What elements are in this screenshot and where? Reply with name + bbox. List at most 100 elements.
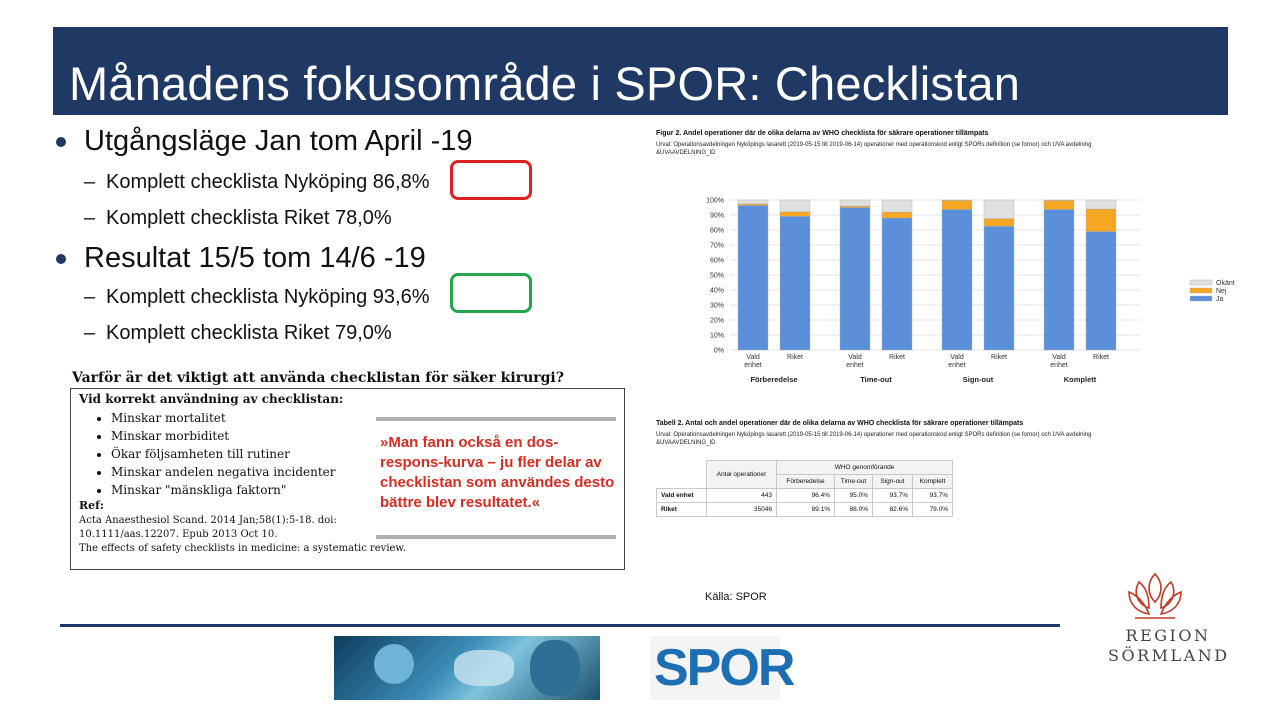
legend-label: Nej bbox=[1216, 288, 1227, 295]
spor-logo: SPOR bbox=[650, 636, 795, 700]
sub-bullet-text: Komplett checklista Riket 78,0% bbox=[106, 207, 392, 229]
column-header: Sign-out bbox=[872, 474, 913, 489]
table-header-row: Förberedelse Time-out Sign-out Komplett bbox=[657, 474, 953, 489]
source-label: Källa: SPOR bbox=[705, 591, 767, 603]
bar-ja bbox=[983, 225, 1015, 351]
y-tick-label: 10% bbox=[710, 333, 724, 340]
y-tick-label: 80% bbox=[710, 228, 724, 235]
y-tick-label: 100% bbox=[706, 198, 724, 205]
x-tick-label: Vald enhet bbox=[948, 354, 966, 369]
table-row: Riket 35046 89.1% 88.0% 82.6% 79.0% bbox=[656, 502, 953, 517]
figure-title: Figur 2. Andel operationer där de olika … bbox=[656, 130, 989, 137]
y-tick-label: 30% bbox=[710, 303, 724, 310]
count-header: Antal operationer bbox=[706, 460, 777, 489]
bar-nej bbox=[941, 200, 973, 210]
figure-subtitle: Urval: Operationsavdelningen Nyköpings l… bbox=[656, 141, 1091, 157]
bar-okänt bbox=[839, 199, 871, 207]
group-label: Förberedelse bbox=[750, 375, 797, 384]
legend-swatch bbox=[1189, 279, 1213, 286]
list-item: Ökar följsamheten till rutiner bbox=[111, 445, 336, 463]
x-tick-label: Riket bbox=[1093, 354, 1109, 361]
region-logo-line: SÖRMLAND bbox=[1108, 646, 1230, 665]
legend-label: Ja bbox=[1216, 296, 1224, 303]
table-subtitle: Urval: Operationsavdelningen Nyköpings l… bbox=[656, 431, 1091, 447]
table-cell: 96.4% bbox=[776, 488, 835, 503]
article-heading: Vid korrekt användning av checklistan: bbox=[79, 392, 344, 406]
column-header: Time-out bbox=[834, 474, 873, 489]
x-tick-label: Vald enhet bbox=[846, 354, 864, 369]
bar-okänt bbox=[779, 199, 811, 213]
list-item: Minskar morbiditet bbox=[111, 427, 336, 445]
spor-logo-text: SPOR bbox=[654, 639, 795, 697]
stacked-bar-chart: 0% 10% 20% 30% 40% 50% 60% 70% 80% 90% 100% Vald enh… bbox=[706, 198, 1235, 385]
region-logo-line: REGION bbox=[1125, 626, 1211, 645]
legend-swatch bbox=[1189, 295, 1213, 302]
table-cell: 443 bbox=[706, 488, 777, 503]
table-cell: 93.7% bbox=[872, 488, 913, 503]
x-tick-label: Vald enhet bbox=[1050, 354, 1068, 369]
article-title: Varför är det viktigt att använda checkl… bbox=[72, 370, 564, 386]
bar-ja bbox=[737, 205, 769, 351]
sub-bullet-text: Komplett checklista Nyköping 86,8% bbox=[106, 171, 430, 193]
y-tick-label: 20% bbox=[710, 318, 724, 325]
slide-title: Månadens fokusområde i SPOR: Checklistan bbox=[69, 57, 1021, 110]
sub-bullet-text: Komplett checklista Riket 79,0% bbox=[106, 322, 392, 344]
footer-divider bbox=[60, 624, 1060, 627]
table-subtitle-line: &UVAAVDELNING_ID bbox=[656, 440, 716, 446]
row-label: Vald enhet bbox=[656, 488, 707, 503]
bar-ja bbox=[881, 217, 913, 351]
table-cell: 93.7% bbox=[912, 488, 953, 503]
bullet-dot-icon bbox=[56, 254, 66, 264]
sub-bullet-text: Komplett checklista Nyköping 93,6% bbox=[106, 286, 430, 308]
bar-ja bbox=[1085, 231, 1117, 351]
x-tick-label: Vald enhet bbox=[744, 354, 762, 369]
x-tick-label: Riket bbox=[889, 354, 905, 361]
bar-nej bbox=[779, 211, 811, 217]
group-label: Komplett bbox=[1064, 375, 1097, 384]
reference-line: The effects of safety checklists in medi… bbox=[79, 543, 406, 554]
y-tick-label: 40% bbox=[710, 288, 724, 295]
figure-subtitle-line: &UVAAVDELNING_ID bbox=[656, 150, 716, 156]
x-tick-label: Riket bbox=[787, 354, 803, 361]
y-tick-label: 60% bbox=[710, 258, 724, 265]
table-title: Tabell 2. Antal och andel operationer dä… bbox=[656, 420, 1024, 427]
who-table: Antal operationer WHO genomförande Förbe… bbox=[656, 460, 953, 517]
table-cell: 89.1% bbox=[776, 502, 835, 517]
bullet-baseline-text: Utgångsläge Jan tom April -19 bbox=[84, 125, 473, 157]
y-tick-label: 50% bbox=[710, 273, 724, 280]
highlight-before-box bbox=[450, 160, 532, 200]
bar-okänt bbox=[1085, 199, 1117, 210]
article-list: Minskar mortalitet Minskar morbiditet Ök… bbox=[93, 409, 336, 499]
group-header: WHO genomförande bbox=[776, 460, 953, 475]
reference-line: 10.1111/aas.12207. Epub 2013 Oct 10. bbox=[79, 529, 278, 540]
bullet-result-text: Resultat 15/5 tom 14/6 -19 bbox=[84, 242, 426, 274]
table-header-row: Antal operationer WHO genomförande bbox=[656, 460, 953, 489]
legend-label: Okänt bbox=[1216, 280, 1235, 287]
table-cell: 82.6% bbox=[872, 502, 913, 517]
y-tick-label: 0% bbox=[714, 348, 724, 355]
column-header: Komplett bbox=[912, 474, 953, 489]
highlight-after-box bbox=[450, 273, 532, 313]
bar-nej bbox=[737, 203, 769, 206]
column-header: Förberedelse bbox=[776, 474, 835, 489]
bar-okänt bbox=[881, 199, 913, 213]
reference-label: Ref: bbox=[79, 499, 104, 512]
table-cell: 88.0% bbox=[834, 502, 873, 517]
reference-line: Acta Anaesthesiol Scand. 2014 Jan;58(1):… bbox=[79, 515, 337, 526]
x-tick-label: Riket bbox=[991, 354, 1007, 361]
quote-text: »Man fann också en dos-respons-kurva – j… bbox=[380, 434, 615, 511]
region-logo-text: REGION SÖRMLAND bbox=[1108, 626, 1228, 666]
list-item: Minskar mortalitet bbox=[111, 409, 336, 427]
article-box: Vid korrekt användning av checklistan: M… bbox=[70, 388, 625, 570]
table-cell: 95.0% bbox=[834, 488, 873, 503]
table-subtitle-line: Urval: Operationsavdelningen Nyköpings l… bbox=[656, 432, 1092, 438]
table-cell: 35046 bbox=[706, 502, 777, 517]
row-label: Riket bbox=[656, 502, 707, 517]
title-bar: Månadens fokusområde i SPOR: Checklistan bbox=[53, 27, 1228, 115]
y-tick-label: 90% bbox=[710, 213, 724, 220]
bar-nej bbox=[839, 205, 871, 208]
surgery-photo bbox=[334, 636, 600, 700]
article-reference: Ref: Acta Anaesthesiol Scand. 2014 Jan;5… bbox=[79, 499, 406, 556]
list-item: Minskar "mänskliga faktorn" bbox=[111, 481, 336, 499]
list-item: Minskar andelen negativa incidenter bbox=[111, 463, 336, 481]
